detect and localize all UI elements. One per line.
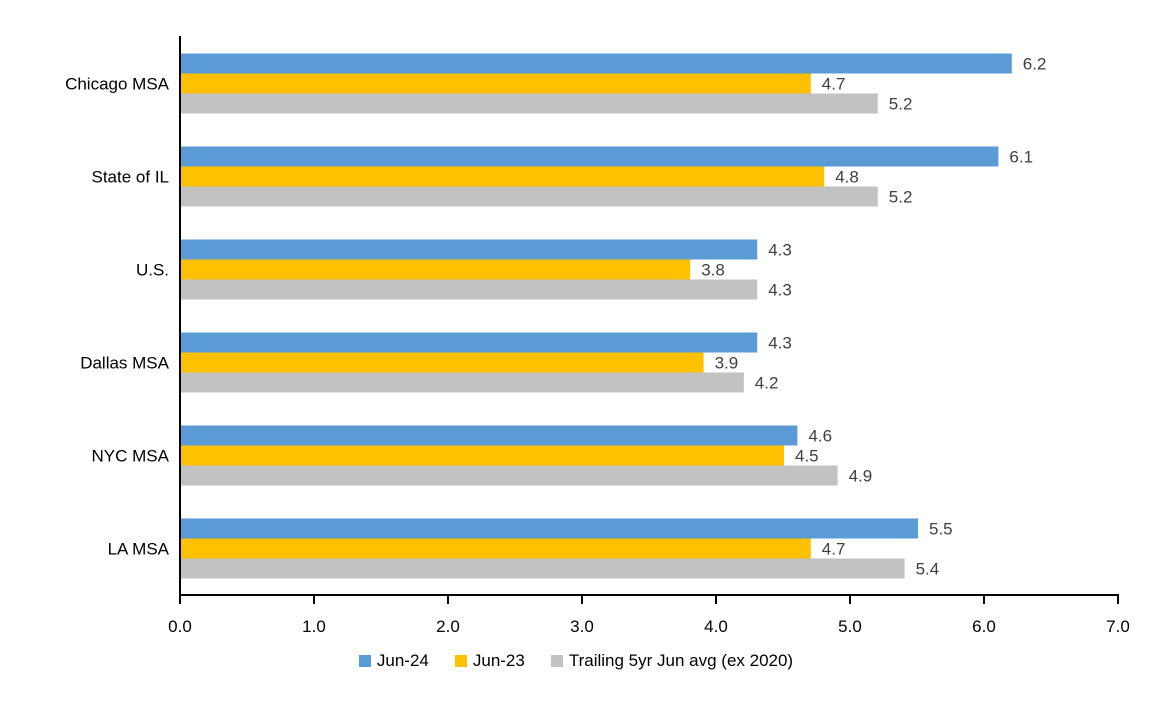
data-label: 4.6 bbox=[808, 427, 832, 446]
category-label: U.S. bbox=[136, 261, 169, 280]
data-label: 5.2 bbox=[889, 95, 913, 114]
x-axis-tick-label: 1.0 bbox=[302, 617, 326, 636]
bar-jun-23-nyc-msa bbox=[181, 445, 784, 466]
bar-jun-24-u-s- bbox=[181, 239, 758, 260]
data-label: 4.3 bbox=[768, 281, 792, 300]
data-label: 5.5 bbox=[929, 520, 953, 539]
legend-swatch-icon bbox=[454, 655, 467, 667]
x-axis-tick-label: 4.0 bbox=[704, 617, 728, 636]
x-axis-tick-label: 0.0 bbox=[168, 617, 192, 636]
bar-jun-24-chicago-msa bbox=[181, 53, 1012, 74]
legend-item: Jun-24 bbox=[358, 651, 429, 671]
x-axis-tick-label: 2.0 bbox=[436, 617, 460, 636]
data-label: 4.2 bbox=[755, 374, 779, 393]
data-label: 4.7 bbox=[822, 75, 846, 94]
data-label: 5.2 bbox=[889, 188, 913, 207]
category-label: Chicago MSA bbox=[65, 75, 170, 94]
legend-label: Jun-24 bbox=[376, 651, 429, 670]
bar-jun-23-u-s- bbox=[181, 259, 691, 280]
legend: Jun-24 Jun-23 Trailing 5yr Jun avg (ex 202… bbox=[0, 651, 1152, 671]
x-axis-tick-label: 7.0 bbox=[1106, 617, 1130, 636]
data-label: 4.7 bbox=[822, 540, 846, 559]
category-label: Dallas MSA bbox=[80, 354, 169, 373]
category-label: NYC MSA bbox=[92, 447, 170, 466]
bar-trailing-5yr-jun-avg-ex-2020--chicago-msa bbox=[181, 93, 878, 114]
data-label: 4.3 bbox=[768, 241, 792, 260]
data-label: 4.9 bbox=[849, 467, 873, 486]
bar-jun-23-chicago-msa bbox=[181, 73, 811, 94]
data-label: 4.5 bbox=[795, 447, 819, 466]
bar-trailing-5yr-jun-avg-ex-2020--nyc-msa bbox=[181, 465, 838, 486]
legend-label: Jun-23 bbox=[472, 651, 525, 670]
legend-item: Trailing 5yr Jun avg (ex 2020) bbox=[550, 651, 794, 671]
data-label: 6.1 bbox=[1009, 148, 1033, 167]
data-label: 6.2 bbox=[1023, 55, 1047, 74]
x-axis-tick-label: 3.0 bbox=[570, 617, 594, 636]
data-label: 3.9 bbox=[715, 354, 739, 373]
data-label: 5.4 bbox=[916, 560, 940, 579]
x-axis-tick-label: 6.0 bbox=[972, 617, 996, 636]
category-label: LA MSA bbox=[108, 540, 170, 559]
bar-trailing-5yr-jun-avg-ex-2020--state-of-il bbox=[181, 186, 878, 207]
data-label: 4.3 bbox=[768, 334, 792, 353]
bar-jun-23-state-of-il bbox=[181, 166, 825, 187]
category-label: State of IL bbox=[92, 168, 170, 187]
bar-jun-24-state-of-il bbox=[181, 146, 999, 167]
legend-swatch-icon bbox=[550, 655, 563, 667]
bar-jun-24-nyc-msa bbox=[181, 425, 798, 446]
bar-trailing-5yr-jun-avg-ex-2020--u-s- bbox=[181, 279, 758, 300]
data-label: 4.8 bbox=[835, 168, 859, 187]
bar-trailing-5yr-jun-avg-ex-2020--la-msa bbox=[181, 558, 905, 579]
bar-jun-23-dallas-msa bbox=[181, 352, 704, 373]
x-axis-tick-label: 5.0 bbox=[838, 617, 862, 636]
data-label: 3.8 bbox=[701, 261, 725, 280]
legend-label: Trailing 5yr Jun avg (ex 2020) bbox=[568, 651, 794, 670]
bar-jun-24-la-msa bbox=[181, 518, 918, 539]
legend-item: Jun-23 bbox=[454, 651, 525, 671]
bar-jun-23-la-msa bbox=[181, 538, 811, 559]
legend-swatch-icon bbox=[358, 655, 371, 667]
bar-jun-24-dallas-msa bbox=[181, 332, 758, 353]
bar-trailing-5yr-jun-avg-ex-2020--dallas-msa bbox=[181, 372, 744, 393]
